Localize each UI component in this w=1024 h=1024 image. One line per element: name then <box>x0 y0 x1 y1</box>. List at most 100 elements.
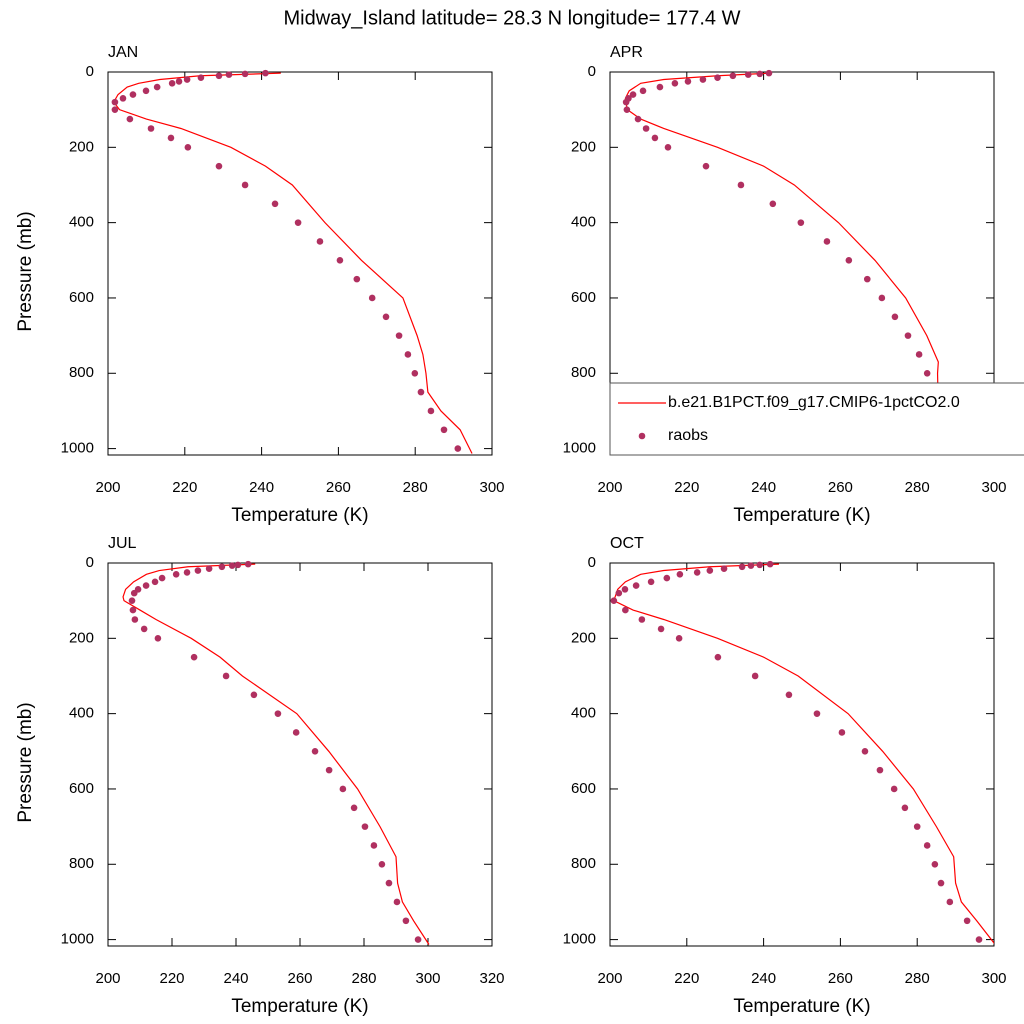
obs-point <box>414 936 422 943</box>
obs-point <box>684 78 692 85</box>
x-tick-label: 260 <box>828 479 853 496</box>
obs-point <box>706 567 714 574</box>
obs-point <box>714 653 722 661</box>
y-tick-label: 600 <box>69 289 94 306</box>
obs-point <box>729 72 737 80</box>
y-tick-label: 0 <box>86 63 94 80</box>
obs-point <box>274 710 282 717</box>
obs-point <box>175 78 183 85</box>
x-tick-label: 200 <box>95 970 120 987</box>
x-tick-label: 320 <box>479 970 504 987</box>
x-tick-label: 200 <box>597 479 622 496</box>
panel-title: JAN <box>108 44 138 61</box>
obs-point <box>744 71 752 78</box>
panel: 200 220 240 260 280 300 0 200 400 600 800 1000 OCT Te… <box>563 535 1007 1017</box>
obs-point <box>737 181 745 189</box>
x-tick-label: 280 <box>905 970 930 987</box>
obs-point <box>622 606 629 614</box>
y-tick-label: 1000 <box>563 440 596 457</box>
model-line <box>613 563 994 944</box>
x-tick-label: 240 <box>223 970 248 987</box>
obs-point <box>402 917 410 925</box>
obs-point <box>621 586 629 593</box>
obs-point <box>336 256 344 264</box>
x-tick-label: 300 <box>415 970 440 987</box>
obs-point <box>427 407 435 415</box>
obs-point <box>765 69 773 77</box>
x-tick-label: 200 <box>95 479 120 496</box>
obs-point <box>172 570 180 578</box>
obs-point <box>699 76 707 83</box>
obs-point <box>656 83 664 91</box>
obs-point <box>215 72 223 80</box>
x-tick-label: 220 <box>159 970 184 987</box>
obs-point <box>946 898 954 906</box>
x-tick-label: 260 <box>828 970 853 987</box>
y-tick-label: 0 <box>588 63 596 80</box>
obs-point <box>183 569 191 576</box>
obs-point <box>129 91 137 98</box>
obs-point <box>292 729 300 736</box>
obs-point <box>913 823 921 830</box>
obs-point <box>638 616 646 623</box>
obs-point <box>738 563 746 571</box>
obs-point <box>350 804 358 812</box>
obs-point <box>747 562 755 569</box>
obs-point <box>751 672 759 680</box>
panel: 200 220 240 260 280 300 0 200 400 600 800 1000 JAN Te… <box>15 44 505 526</box>
obs-point <box>642 125 650 132</box>
obs-point <box>890 785 898 793</box>
plot-frame <box>107 71 493 456</box>
obs-point <box>785 691 793 699</box>
x-axis-label: Temperature (K) <box>733 996 870 1017</box>
y-tick-label: 800 <box>571 855 596 872</box>
legend-label: raobs <box>668 427 708 444</box>
obs-point <box>915 351 923 358</box>
obs-point <box>766 560 774 568</box>
obs-point <box>702 162 710 170</box>
obs-point <box>262 69 269 77</box>
y-axis-label: Pressure (mb) <box>15 702 36 822</box>
obs-point <box>183 76 191 83</box>
obs-point <box>215 162 223 170</box>
obs-point <box>395 332 403 339</box>
obs-point <box>937 879 945 887</box>
obs-point <box>675 635 683 642</box>
x-axis-label: Temperature (K) <box>231 505 368 526</box>
obs-point <box>197 74 205 81</box>
y-tick-label: 200 <box>69 138 94 155</box>
obs-point <box>225 71 233 78</box>
panel: 200 220 240 260 280 300 320 0 200 400 600 800 1000 JU… <box>15 535 505 1017</box>
obs-point <box>769 200 777 208</box>
obs-point <box>244 560 252 568</box>
obs-point <box>130 589 138 597</box>
obs-point <box>813 710 821 717</box>
obs-point <box>797 219 805 226</box>
y-axis-label: Pressure (mb) <box>15 211 36 331</box>
obs-point <box>353 275 361 283</box>
obs-point <box>142 87 150 95</box>
obs-point <box>454 445 462 452</box>
obs-point <box>194 567 202 574</box>
model-line <box>113 72 473 454</box>
obs-point <box>720 565 728 572</box>
x-tick-label: 280 <box>905 479 930 496</box>
obs-point <box>891 313 899 321</box>
obs-point <box>901 804 909 812</box>
obs-point <box>128 597 136 604</box>
obs-point <box>111 106 119 113</box>
obs-point <box>404 351 412 358</box>
obs-point <box>657 625 665 633</box>
x-tick-label: 260 <box>287 970 312 987</box>
y-tick-label: 800 <box>571 364 596 381</box>
obs-point <box>218 563 226 571</box>
obs-point <box>126 115 134 123</box>
y-tick-label: 400 <box>69 705 94 722</box>
obs-point <box>142 582 150 589</box>
x-tick-label: 220 <box>674 479 699 496</box>
obs-point <box>664 144 672 151</box>
x-tick-label: 260 <box>326 479 351 496</box>
legend-box <box>609 382 1024 456</box>
